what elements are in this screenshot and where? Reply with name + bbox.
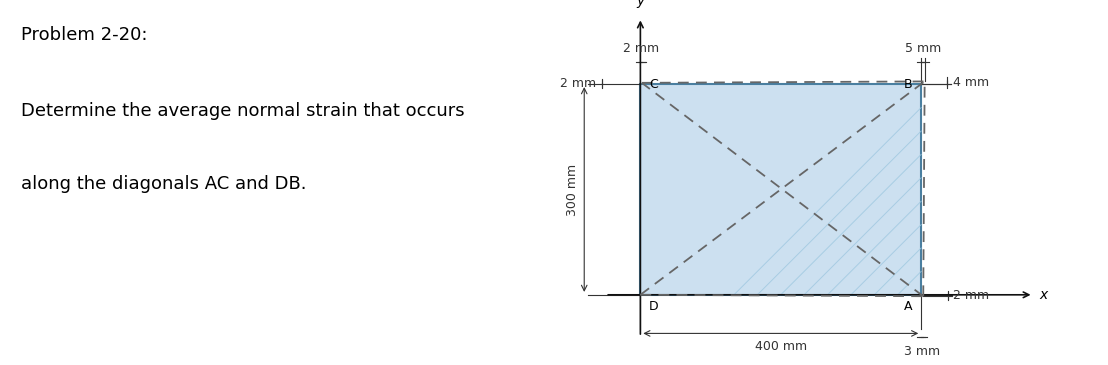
Text: x: x (1039, 288, 1047, 302)
Text: 3 mm: 3 mm (904, 345, 941, 358)
Text: B: B (904, 78, 913, 91)
Text: C: C (649, 78, 657, 91)
Text: D: D (649, 300, 658, 314)
Text: Problem 2-20:: Problem 2-20: (21, 26, 147, 43)
Text: 400 mm: 400 mm (755, 341, 807, 353)
Text: 300 mm: 300 mm (565, 164, 578, 216)
Text: along the diagonals AC and DB.: along the diagonals AC and DB. (21, 175, 307, 193)
Text: y: y (636, 0, 645, 8)
Polygon shape (640, 84, 921, 295)
Text: 2 mm: 2 mm (560, 77, 596, 90)
Text: Determine the average normal strain that occurs: Determine the average normal strain that… (21, 102, 465, 120)
Text: 2 mm: 2 mm (623, 42, 659, 55)
Text: 4 mm: 4 mm (953, 76, 988, 89)
Text: A: A (904, 300, 913, 314)
Text: 2 mm: 2 mm (954, 289, 989, 302)
Text: 5 mm: 5 mm (905, 42, 941, 55)
